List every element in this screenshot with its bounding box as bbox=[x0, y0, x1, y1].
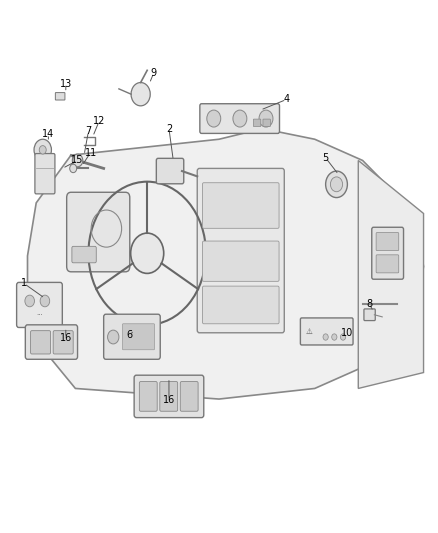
PathPatch shape bbox=[28, 128, 424, 399]
FancyBboxPatch shape bbox=[53, 330, 73, 354]
Text: 6: 6 bbox=[127, 330, 133, 341]
FancyBboxPatch shape bbox=[200, 104, 279, 133]
FancyBboxPatch shape bbox=[372, 227, 403, 279]
Text: 11: 11 bbox=[85, 148, 97, 158]
Text: 10: 10 bbox=[341, 328, 353, 338]
FancyBboxPatch shape bbox=[202, 241, 279, 281]
FancyBboxPatch shape bbox=[104, 314, 160, 359]
Circle shape bbox=[259, 110, 273, 127]
Circle shape bbox=[340, 334, 346, 340]
FancyBboxPatch shape bbox=[72, 246, 96, 263]
Text: 7: 7 bbox=[85, 126, 92, 136]
FancyBboxPatch shape bbox=[364, 309, 375, 320]
FancyBboxPatch shape bbox=[263, 119, 270, 126]
FancyBboxPatch shape bbox=[202, 183, 279, 228]
FancyBboxPatch shape bbox=[300, 318, 353, 345]
FancyBboxPatch shape bbox=[55, 93, 65, 100]
Circle shape bbox=[131, 233, 164, 273]
Circle shape bbox=[233, 110, 247, 127]
Circle shape bbox=[39, 146, 46, 154]
FancyBboxPatch shape bbox=[139, 382, 157, 411]
FancyBboxPatch shape bbox=[202, 286, 279, 324]
FancyBboxPatch shape bbox=[31, 330, 50, 354]
Circle shape bbox=[131, 83, 150, 106]
FancyBboxPatch shape bbox=[35, 154, 55, 194]
PathPatch shape bbox=[358, 160, 424, 389]
Circle shape bbox=[70, 164, 77, 173]
Circle shape bbox=[108, 330, 119, 344]
Circle shape bbox=[40, 295, 49, 307]
FancyBboxPatch shape bbox=[67, 192, 130, 272]
Circle shape bbox=[332, 334, 337, 340]
Text: ...: ... bbox=[36, 310, 42, 316]
Text: 8: 8 bbox=[366, 298, 372, 309]
Text: ⚠: ⚠ bbox=[306, 327, 313, 336]
Circle shape bbox=[25, 295, 35, 307]
FancyBboxPatch shape bbox=[122, 324, 155, 350]
FancyBboxPatch shape bbox=[25, 325, 78, 359]
Text: 12: 12 bbox=[93, 116, 106, 126]
Circle shape bbox=[323, 334, 328, 340]
Text: 5: 5 bbox=[322, 153, 329, 163]
Circle shape bbox=[72, 154, 83, 167]
Circle shape bbox=[325, 171, 347, 198]
FancyBboxPatch shape bbox=[365, 221, 413, 296]
FancyBboxPatch shape bbox=[180, 382, 198, 411]
FancyBboxPatch shape bbox=[253, 119, 261, 126]
Circle shape bbox=[330, 177, 343, 192]
FancyBboxPatch shape bbox=[134, 375, 204, 418]
Text: 16: 16 bbox=[163, 395, 175, 405]
FancyBboxPatch shape bbox=[160, 382, 178, 411]
FancyBboxPatch shape bbox=[376, 255, 399, 273]
Circle shape bbox=[207, 110, 221, 127]
Text: 4: 4 bbox=[283, 94, 290, 104]
Text: 9: 9 bbox=[151, 68, 157, 78]
Text: 1: 1 bbox=[21, 278, 27, 288]
FancyBboxPatch shape bbox=[376, 232, 399, 251]
FancyBboxPatch shape bbox=[156, 158, 184, 184]
Text: 16: 16 bbox=[60, 333, 72, 343]
Circle shape bbox=[34, 139, 51, 160]
Text: 2: 2 bbox=[166, 124, 172, 134]
FancyBboxPatch shape bbox=[17, 282, 62, 327]
Text: 13: 13 bbox=[60, 78, 72, 88]
Text: 15: 15 bbox=[71, 156, 84, 165]
Text: 14: 14 bbox=[42, 129, 54, 139]
FancyBboxPatch shape bbox=[197, 168, 284, 333]
